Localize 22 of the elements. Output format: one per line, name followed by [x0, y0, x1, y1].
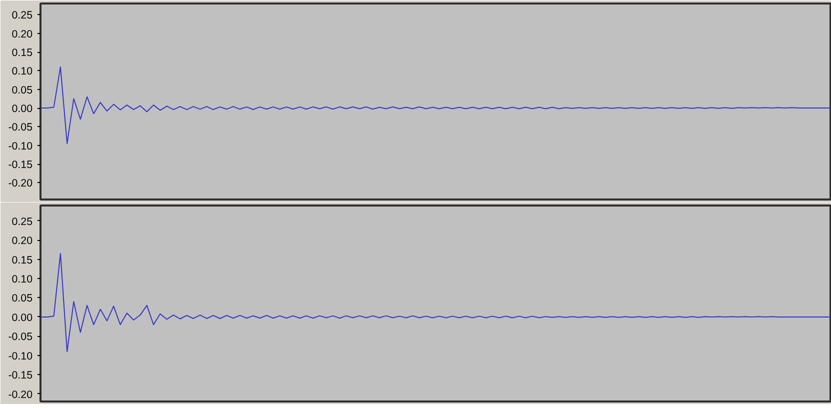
y-tick-label: -0.20 [8, 388, 33, 401]
y-tick-label: -0.05 [8, 331, 33, 344]
y-tick-label: 0.10 [12, 66, 33, 78]
y-tick-label: -0.10 [8, 140, 33, 152]
y-tick-label: 0.00 [12, 103, 33, 116]
y-tick-label: 0.15 [12, 254, 33, 266]
y-tick-label: 0.05 [12, 84, 33, 96]
y-tick-label: -0.15 [8, 159, 33, 172]
y-tick-label: -0.15 [8, 370, 33, 382]
y-tick-label: 0.00 [12, 312, 33, 324]
y-tick-label: -0.05 [8, 122, 33, 134]
y-tick-label: 0.15 [12, 47, 33, 60]
line-series [40, 253, 831, 352]
y-tick-label: 0.10 [12, 274, 33, 286]
y-tick-label: -0.10 [8, 350, 33, 362]
y-tick-label: -0.20 [8, 178, 33, 190]
y-tick-label: 0.25 [12, 216, 33, 228]
y-tick-label: 0.20 [12, 28, 33, 40]
line-series [40, 66, 831, 144]
y-tick-label: 0.20 [12, 235, 33, 248]
y-tick-label: 0.05 [12, 292, 33, 305]
y-tick-label: 0.25 [12, 10, 33, 22]
